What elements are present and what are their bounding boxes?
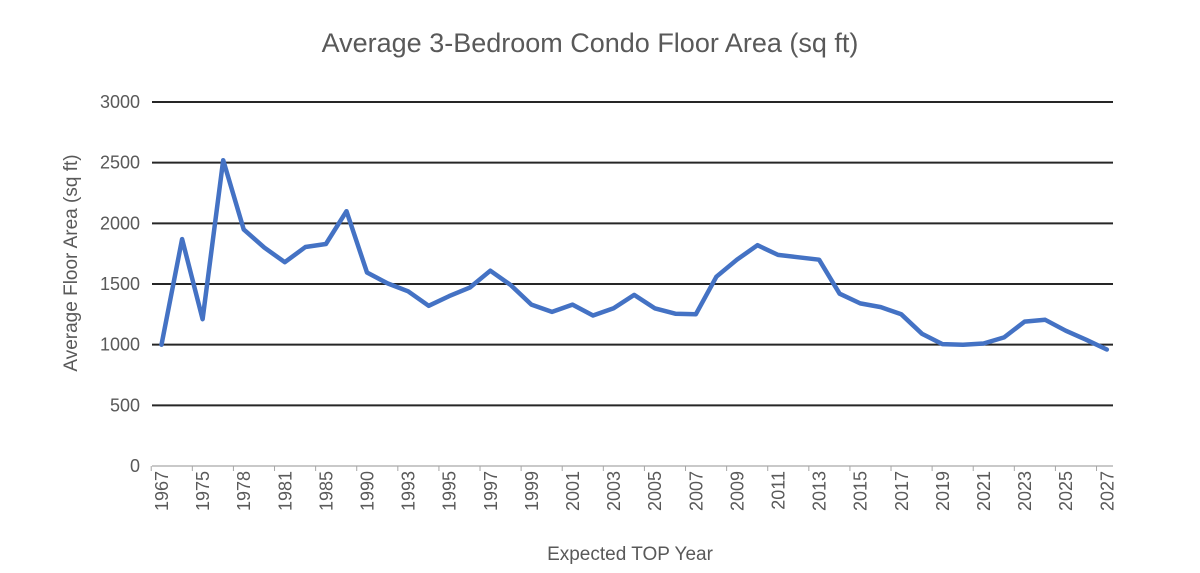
- x-tick-label: 2007: [686, 471, 706, 511]
- x-tick-label: 2001: [563, 471, 583, 511]
- x-tick-label: 1967: [152, 471, 172, 511]
- y-tick-label: 2000: [100, 213, 140, 233]
- x-tick-label: 2013: [810, 471, 830, 511]
- y-tick-label: 500: [110, 395, 140, 415]
- x-tick-label: 2011: [769, 471, 789, 510]
- y-tick-label: 2500: [100, 153, 140, 173]
- y-tick-label: 1000: [100, 335, 140, 355]
- y-tick-label: 0: [130, 456, 140, 476]
- x-tick-label: 2009: [727, 471, 747, 511]
- x-tick-label: 1985: [316, 471, 336, 511]
- x-tick-label: 1975: [193, 471, 213, 511]
- x-tick-label: 1981: [275, 471, 295, 511]
- x-tick-label: 1990: [358, 471, 378, 511]
- x-tick-label: 1995: [440, 471, 460, 511]
- x-tick-label: 1999: [522, 471, 542, 511]
- x-axis-title: Expected TOP Year: [547, 544, 713, 565]
- x-tick-label: 2027: [1097, 471, 1117, 511]
- x-tick-label: 2015: [851, 471, 871, 511]
- x-tick-label: 2025: [1056, 471, 1076, 511]
- x-tick-label: 1997: [481, 471, 501, 511]
- x-tick-label: 2021: [974, 471, 994, 511]
- x-tick-label: 2017: [892, 471, 912, 511]
- x-tick-label: 1978: [234, 471, 254, 511]
- y-tick-label: 1500: [100, 274, 140, 294]
- x-tick-label: 1993: [399, 471, 419, 511]
- y-tick-label: 3000: [100, 92, 140, 112]
- x-tick-label: 2023: [1015, 471, 1035, 511]
- x-tick-label: 2003: [604, 471, 624, 511]
- y-axis-title: Average Floor Area (sq ft): [61, 154, 82, 372]
- x-tick-label: 2019: [933, 471, 953, 511]
- floor-area-line: [159, 157, 1110, 352]
- chart-title: Average 3-Bedroom Condo Floor Area (sq f…: [321, 28, 859, 58]
- x-tick-label: 2005: [645, 471, 665, 511]
